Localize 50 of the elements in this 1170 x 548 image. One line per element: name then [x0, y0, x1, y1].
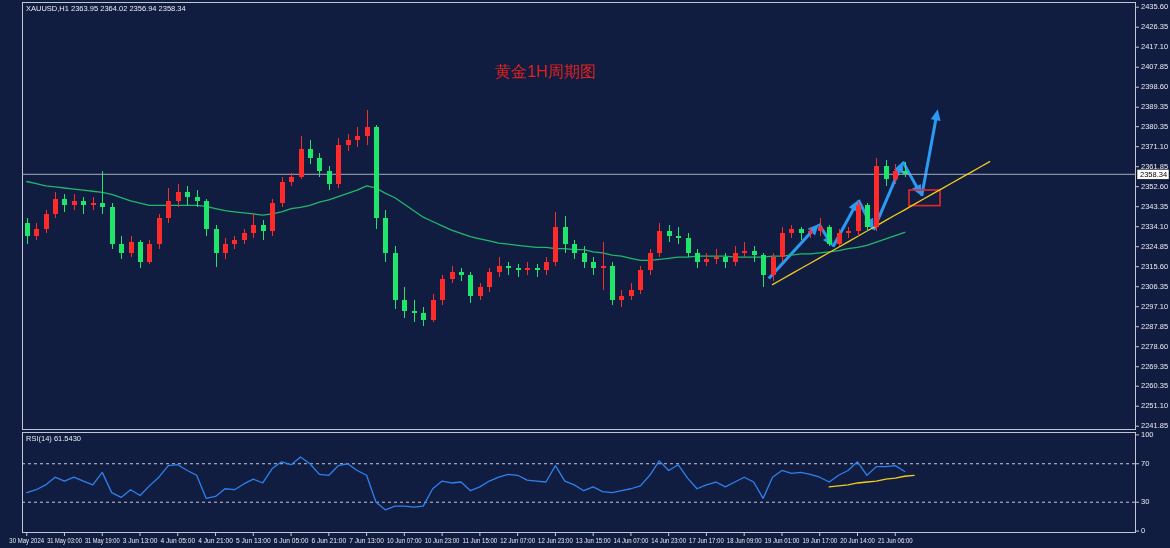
- candlestick: [657, 222, 662, 258]
- candlestick: [733, 245, 738, 267]
- candlestick: [53, 191, 58, 219]
- candlestick: [865, 202, 870, 232]
- candlestick: [431, 293, 436, 323]
- candlestick: [261, 219, 266, 241]
- candlestick: [421, 306, 426, 327]
- candlestick: [317, 152, 322, 178]
- candlestick: [761, 252, 766, 288]
- candlestick: [893, 163, 898, 185]
- line-series: [26, 456, 906, 511]
- line-series: [828, 474, 915, 488]
- candlestick: [138, 239, 143, 269]
- candlestick: [365, 109, 370, 146]
- line-series: [771, 160, 991, 286]
- candlestick: [280, 176, 285, 208]
- candlestick: [355, 126, 360, 148]
- candlestick: [100, 170, 105, 215]
- candlestick: [827, 224, 832, 247]
- candlestick: [25, 217, 30, 245]
- candlestick: [686, 232, 691, 258]
- candlestick: [214, 224, 219, 268]
- candlestick: [147, 239, 152, 265]
- candlestick: [468, 271, 473, 304]
- annotation: 黄金1H周期图: [495, 63, 596, 80]
- candlestick: [129, 235, 134, 258]
- candlestick: [771, 252, 776, 282]
- candlestick: [327, 165, 332, 191]
- candlestick: [223, 237, 228, 260]
- candlestick: [572, 239, 577, 260]
- candlestick: [402, 286, 407, 319]
- candlestick: [638, 265, 643, 295]
- candlestick: [251, 213, 256, 239]
- candlestick: [166, 187, 171, 224]
- candlestick: [582, 245, 587, 269]
- candlestick: [563, 215, 568, 254]
- candlestick: [497, 256, 502, 278]
- candlestick: [185, 185, 190, 206]
- candlestick: [601, 241, 606, 291]
- candlestick: [695, 248, 700, 269]
- candlestick: [412, 299, 417, 323]
- candlestick: [176, 183, 181, 208]
- candlestick: [44, 209, 49, 234]
- candlestick: [884, 159, 889, 187]
- candlestick: [308, 139, 313, 165]
- candlestick: [440, 274, 445, 306]
- candlestick: [780, 226, 785, 263]
- candlestick: [119, 235, 124, 260]
- candlestick: [648, 248, 653, 275]
- candlestick: [487, 267, 492, 293]
